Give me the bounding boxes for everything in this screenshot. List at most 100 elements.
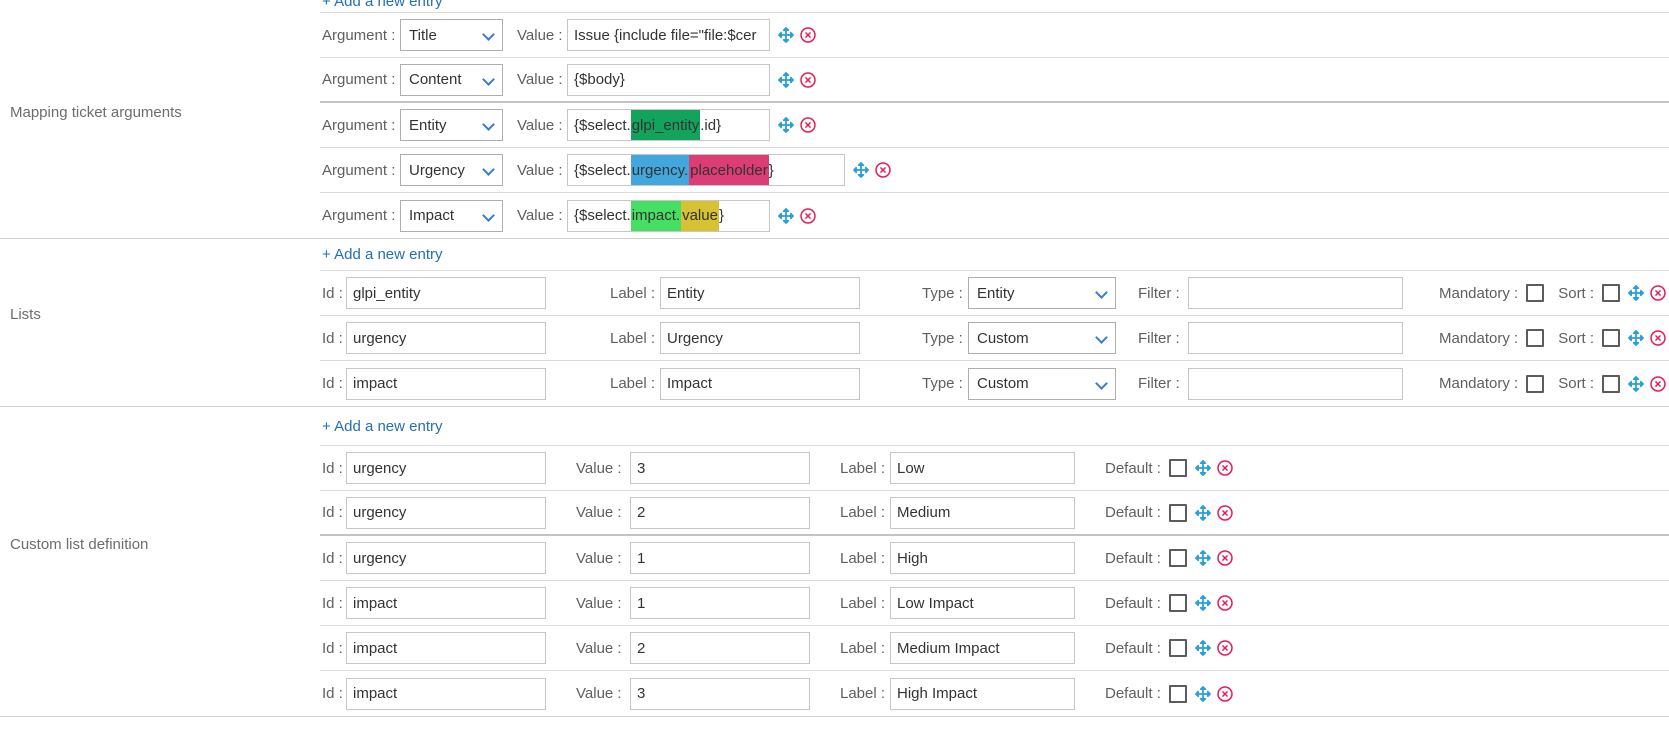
- label-input[interactable]: [890, 496, 1075, 529]
- default-checkbox[interactable]: [1168, 639, 1187, 657]
- id-input[interactable]: [346, 277, 546, 309]
- move-icon[interactable]: [1194, 504, 1211, 521]
- move-icon[interactable]: [778, 71, 794, 88]
- move-icon[interactable]: [1194, 595, 1211, 611]
- id-input[interactable]: [346, 322, 546, 354]
- id-input[interactable]: [346, 542, 546, 574]
- value-input[interactable]: {$select. glpi_entity .id}: [567, 109, 770, 141]
- value-input[interactable]: [630, 452, 810, 484]
- value-input[interactable]: {$body}: [567, 63, 770, 96]
- delete-icon[interactable]: [1216, 639, 1234, 657]
- default-checkbox[interactable]: [1168, 459, 1187, 477]
- label-input[interactable]: [890, 677, 1075, 710]
- move-icon[interactable]: [853, 162, 869, 178]
- type-select[interactable]: Custom: [968, 322, 1116, 354]
- move-icon[interactable]: [1194, 550, 1211, 566]
- delete-icon[interactable]: [874, 161, 892, 179]
- value-input[interactable]: {$select. urgency. placeholder}: [567, 154, 845, 186]
- mandatory-checkbox[interactable]: [1526, 329, 1545, 347]
- move-icon[interactable]: [1628, 375, 1645, 392]
- label-input[interactable]: [890, 542, 1075, 574]
- argument-select[interactable]: Entity: [400, 109, 503, 141]
- default-checkbox[interactable]: [1168, 594, 1187, 612]
- sort-checkbox[interactable]: [1602, 374, 1621, 393]
- delete-icon[interactable]: [799, 116, 817, 134]
- type-select[interactable]: Custom: [968, 367, 1116, 400]
- custom-row-impact-medium: Id : Value : Label : Default :: [320, 626, 1669, 671]
- type-select-control[interactable]: Entity: [969, 278, 1115, 308]
- argument-select[interactable]: Impact: [400, 199, 503, 232]
- delete-icon[interactable]: [1216, 685, 1234, 703]
- value-input[interactable]: {$select. impact. value}: [567, 199, 770, 232]
- add-entry-link[interactable]: + Add a new entry: [322, 0, 443, 10]
- id-label: Id :: [322, 504, 343, 521]
- delete-icon[interactable]: [1649, 329, 1667, 347]
- default-checkbox[interactable]: [1168, 684, 1187, 703]
- argument-select-control[interactable]: Title: [401, 20, 502, 50]
- move-icon[interactable]: [1628, 285, 1645, 301]
- value-input[interactable]: Issue {include file="file:$cer: [567, 19, 770, 51]
- label-input[interactable]: [660, 322, 860, 354]
- sort-checkbox[interactable]: [1602, 284, 1621, 302]
- default-checkbox[interactable]: [1168, 549, 1187, 567]
- move-icon[interactable]: [1194, 460, 1211, 476]
- type-select-control[interactable]: Custom: [969, 368, 1115, 399]
- delete-icon[interactable]: [1216, 459, 1234, 477]
- id-input[interactable]: [346, 677, 546, 710]
- value-label: Value :: [576, 549, 622, 567]
- move-icon[interactable]: [1194, 685, 1211, 702]
- move-icon[interactable]: [778, 117, 794, 133]
- delete-icon[interactable]: [799, 207, 817, 225]
- filter-input[interactable]: [1188, 367, 1403, 400]
- id-input[interactable]: [346, 367, 546, 400]
- argument-select-control[interactable]: Impact: [401, 200, 502, 231]
- label-input[interactable]: [890, 452, 1075, 484]
- id-input[interactable]: [346, 632, 546, 664]
- delete-icon[interactable]: [1649, 375, 1667, 393]
- label-input[interactable]: [660, 367, 860, 400]
- argument-select[interactable]: Content: [400, 63, 503, 96]
- delete-icon[interactable]: [799, 26, 817, 44]
- sort-label: Sort :: [1558, 375, 1595, 392]
- filter-input[interactable]: [1188, 277, 1403, 309]
- label-input[interactable]: [890, 587, 1075, 619]
- label-input[interactable]: [890, 632, 1075, 664]
- mandatory-checkbox[interactable]: [1526, 374, 1545, 393]
- value-label: Value :: [576, 459, 622, 477]
- delete-icon[interactable]: [799, 71, 817, 89]
- label-label: Label :: [840, 459, 886, 477]
- label-input[interactable]: [660, 277, 860, 309]
- type-select[interactable]: Entity: [968, 277, 1116, 309]
- argument-label: Argument :: [322, 116, 396, 134]
- value-input[interactable]: [630, 542, 810, 574]
- delete-icon[interactable]: [1649, 284, 1667, 302]
- move-icon[interactable]: [1628, 330, 1645, 346]
- add-entry-link[interactable]: + Add a new entry: [322, 417, 443, 435]
- argument-select-control[interactable]: Content: [401, 64, 502, 95]
- value-input[interactable]: [630, 496, 810, 529]
- filter-input[interactable]: [1188, 322, 1403, 354]
- argument-select[interactable]: Urgency: [400, 154, 503, 186]
- delete-icon[interactable]: [1216, 594, 1234, 612]
- value-input[interactable]: [630, 677, 810, 710]
- delete-icon[interactable]: [1216, 504, 1234, 522]
- delete-icon[interactable]: [1216, 549, 1234, 567]
- add-entry-link[interactable]: + Add a new entry: [322, 246, 443, 263]
- sort-checkbox[interactable]: [1602, 329, 1621, 347]
- id-input[interactable]: [346, 496, 546, 529]
- mandatory-checkbox[interactable]: [1526, 284, 1545, 302]
- value-input[interactable]: [630, 587, 810, 619]
- argument-select[interactable]: Title: [400, 19, 503, 51]
- id-input[interactable]: [346, 452, 546, 484]
- type-select-control[interactable]: Custom: [969, 323, 1115, 353]
- argument-select-control[interactable]: Entity: [401, 110, 502, 140]
- argument-select-control[interactable]: Urgency: [401, 155, 502, 185]
- move-icon[interactable]: [1194, 640, 1211, 656]
- value-input[interactable]: [630, 632, 810, 664]
- id-input[interactable]: [346, 587, 546, 619]
- move-icon[interactable]: [778, 27, 794, 43]
- default-checkbox[interactable]: [1168, 503, 1187, 522]
- value-label: Value :: [517, 161, 563, 179]
- move-icon[interactable]: [778, 207, 794, 224]
- mapping-row-content: Argument : Content Value : {$body}: [320, 58, 1669, 103]
